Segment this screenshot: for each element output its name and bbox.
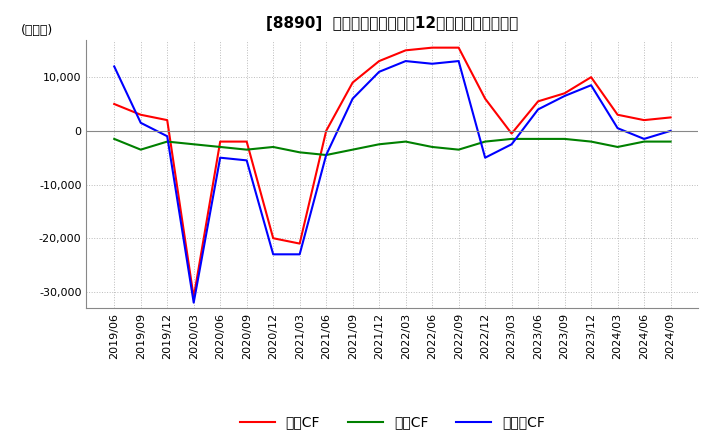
投資CF [269, 144, 277, 150]
営業CF [110, 101, 119, 106]
投資CF [640, 139, 649, 144]
フリーCF [375, 69, 384, 74]
投資CF [401, 139, 410, 144]
営業CF [269, 235, 277, 241]
フリーCF [269, 252, 277, 257]
投資CF [560, 136, 569, 142]
投資CF [163, 139, 171, 144]
フリーCF [348, 96, 357, 101]
投資CF [534, 136, 542, 142]
フリーCF [295, 252, 304, 257]
フリーCF [534, 107, 542, 112]
投資CF [587, 139, 595, 144]
フリーCF [613, 125, 622, 131]
フリーCF [189, 300, 198, 305]
営業CF [428, 45, 436, 50]
営業CF [348, 80, 357, 85]
フリーCF [428, 61, 436, 66]
フリーCF [481, 155, 490, 160]
Line: フリーCF: フリーCF [114, 61, 670, 303]
投資CF [428, 144, 436, 150]
営業CF [534, 99, 542, 104]
フリーCF [508, 142, 516, 147]
Line: 投資CF: 投資CF [114, 139, 670, 155]
投資CF [322, 152, 330, 158]
営業CF [216, 139, 225, 144]
営業CF [613, 112, 622, 117]
営業CF [375, 59, 384, 64]
営業CF [163, 117, 171, 123]
投資CF [613, 144, 622, 150]
投資CF [243, 147, 251, 152]
営業CF [640, 117, 649, 123]
フリーCF [136, 120, 145, 125]
フリーCF [110, 64, 119, 69]
Title: [8890]  キャッシュフローの12か月移動合計の推移: [8890] キャッシュフローの12か月移動合計の推移 [266, 16, 518, 32]
営業CF [587, 74, 595, 80]
投資CF [189, 142, 198, 147]
フリーCF [587, 83, 595, 88]
フリーCF [640, 136, 649, 142]
Text: (百万円): (百万円) [22, 24, 53, 37]
営業CF [454, 45, 463, 50]
フリーCF [216, 155, 225, 160]
フリーCF [454, 59, 463, 64]
営業CF [401, 48, 410, 53]
営業CF [508, 131, 516, 136]
フリーCF [163, 134, 171, 139]
投資CF [454, 147, 463, 152]
フリーCF [401, 59, 410, 64]
営業CF [295, 241, 304, 246]
投資CF [110, 136, 119, 142]
投資CF [481, 139, 490, 144]
営業CF [560, 91, 569, 96]
投資CF [375, 142, 384, 147]
営業CF [136, 112, 145, 117]
Line: 営業CF: 営業CF [114, 48, 670, 297]
営業CF [322, 128, 330, 133]
フリーCF [243, 158, 251, 163]
営業CF [243, 139, 251, 144]
フリーCF [322, 152, 330, 158]
投資CF [348, 147, 357, 152]
投資CF [295, 150, 304, 155]
営業CF [189, 295, 198, 300]
投資CF [136, 147, 145, 152]
投資CF [216, 144, 225, 150]
フリーCF [666, 128, 675, 133]
営業CF [666, 115, 675, 120]
営業CF [481, 96, 490, 101]
投資CF [508, 136, 516, 142]
Legend: 営業CF, 投資CF, フリーCF: 営業CF, 投資CF, フリーCF [235, 410, 550, 435]
投資CF [666, 139, 675, 144]
フリーCF [560, 93, 569, 99]
